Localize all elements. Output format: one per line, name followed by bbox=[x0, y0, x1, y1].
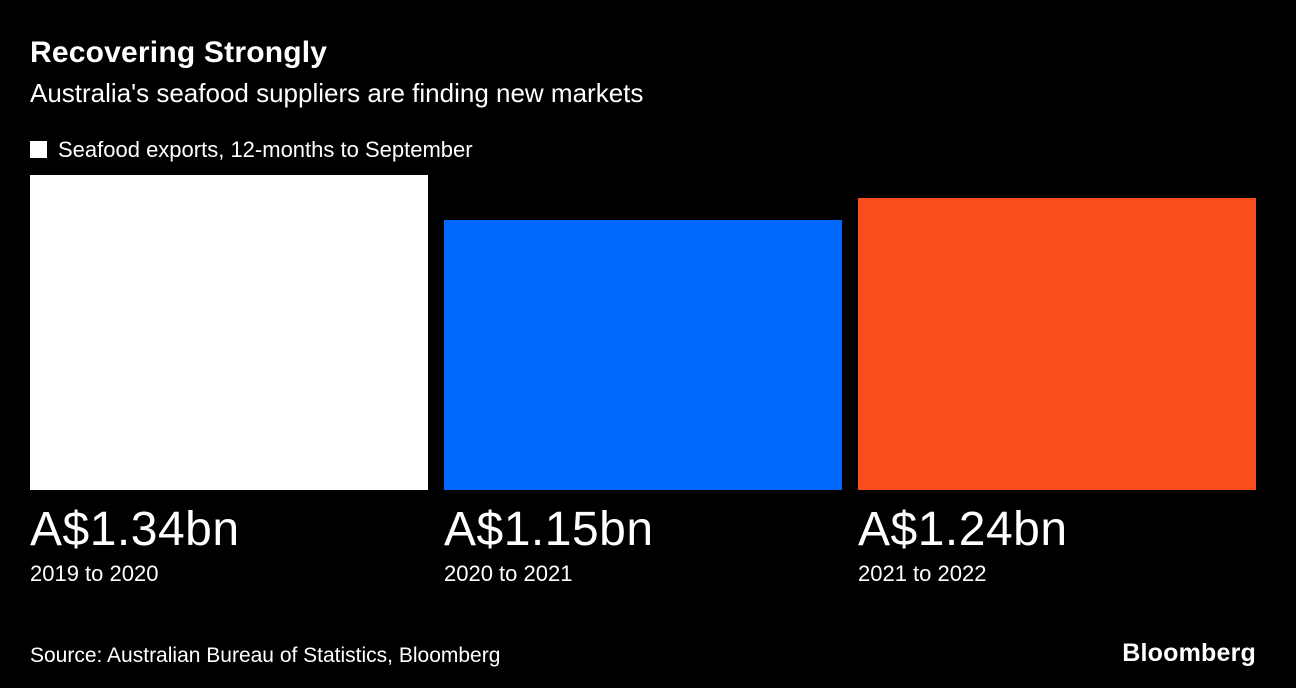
bar bbox=[444, 219, 842, 490]
chart-title: Recovering Strongly bbox=[30, 36, 328, 69]
bar-value-label: A$1.34bn bbox=[30, 502, 240, 556]
bar-group: A$1.34bn 2019 to 2020 bbox=[30, 174, 428, 587]
bar bbox=[858, 198, 1256, 490]
bar-area bbox=[858, 175, 1256, 490]
bar-value-label: A$1.24bn bbox=[858, 502, 1068, 556]
bar-area bbox=[30, 174, 428, 490]
bloomberg-logo: Bloomberg bbox=[1122, 639, 1256, 667]
legend-label: Seafood exports, 12-months to September bbox=[58, 136, 473, 162]
footer: Source: Australian Bureau of Statistics,… bbox=[30, 639, 1256, 668]
bar-group: A$1.15bn 2020 to 2021 bbox=[444, 175, 842, 587]
bar-chart: A$1.34bn 2019 to 2020 A$1.15bn 2020 to 2… bbox=[30, 174, 1256, 587]
bar-area bbox=[444, 175, 842, 490]
legend-swatch-icon bbox=[30, 141, 47, 159]
legend: Seafood exports, 12-months to September bbox=[30, 137, 1256, 163]
bar-category-label: 2019 to 2020 bbox=[30, 560, 159, 586]
bar-category-label: 2020 to 2021 bbox=[444, 560, 573, 586]
bar-category-label: 2021 to 2022 bbox=[858, 560, 987, 586]
bar bbox=[30, 174, 428, 490]
bar-value-label: A$1.15bn bbox=[444, 502, 654, 556]
bar-group: A$1.24bn 2021 to 2022 bbox=[858, 175, 1256, 587]
source-text: Source: Australian Bureau of Statistics,… bbox=[30, 644, 501, 667]
chart-subtitle: Australia's seafood suppliers are findin… bbox=[30, 78, 644, 108]
